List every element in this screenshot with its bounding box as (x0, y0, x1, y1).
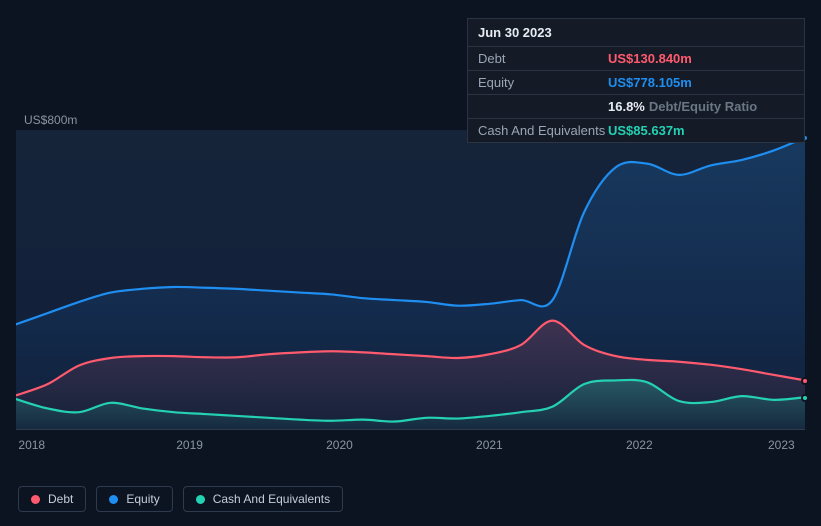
tooltip-row-label: Cash And Equivalents (478, 123, 608, 138)
tooltip-row-label (478, 99, 608, 114)
legend-dot-icon (31, 495, 40, 504)
tooltip-row: EquityUS$778.105m (468, 71, 804, 95)
tooltip-date: Jun 30 2023 (468, 19, 804, 47)
x-axis-label: 2018 (18, 438, 45, 452)
tooltip-row-value: US$85.637m (608, 123, 794, 138)
tooltip-row-label: Debt (478, 51, 608, 66)
tooltip-row: DebtUS$130.840m (468, 47, 804, 71)
tooltip-row-value: US$130.840m (608, 51, 794, 66)
x-axis: 2018 2019 2020 2021 2022 2023 (16, 438, 805, 454)
legend-item-debt[interactable]: Debt (18, 486, 86, 512)
x-axis-label: 2021 (476, 438, 503, 452)
x-axis-label: 2019 (176, 438, 203, 452)
legend-label: Cash And Equivalents (213, 492, 330, 506)
tooltip-row-secondary: Debt/Equity Ratio (649, 99, 757, 114)
legend-item-cash-and-equivalents[interactable]: Cash And Equivalents (183, 486, 343, 512)
legend-label: Equity (126, 492, 159, 506)
data-tooltip: Jun 30 2023 DebtUS$130.840mEquityUS$778.… (467, 18, 805, 143)
debt-end-marker (801, 377, 809, 385)
cash-end-marker (801, 394, 809, 402)
plot-area[interactable] (16, 130, 805, 430)
tooltip-row-value: US$778.105m (608, 75, 794, 90)
x-axis-label: 2022 (626, 438, 653, 452)
financial-history-chart: US$800m US$0 201820192020202120222023 (16, 120, 805, 460)
legend-item-equity[interactable]: Equity (96, 486, 172, 512)
legend-dot-icon (196, 495, 205, 504)
y-axis-max-label: US$800m (24, 113, 77, 127)
tooltip-row: Cash And EquivalentsUS$85.637m (468, 119, 804, 142)
x-axis-label: 2023 (768, 438, 795, 452)
tooltip-row-label: Equity (478, 75, 608, 90)
chart-legend: Debt Equity Cash And Equivalents (18, 486, 343, 512)
x-axis-label: 2020 (326, 438, 353, 452)
legend-label: Debt (48, 492, 73, 506)
tooltip-row: 16.8%Debt/Equity Ratio (468, 95, 804, 119)
legend-dot-icon (109, 495, 118, 504)
tooltip-row-value: 16.8%Debt/Equity Ratio (608, 99, 794, 114)
